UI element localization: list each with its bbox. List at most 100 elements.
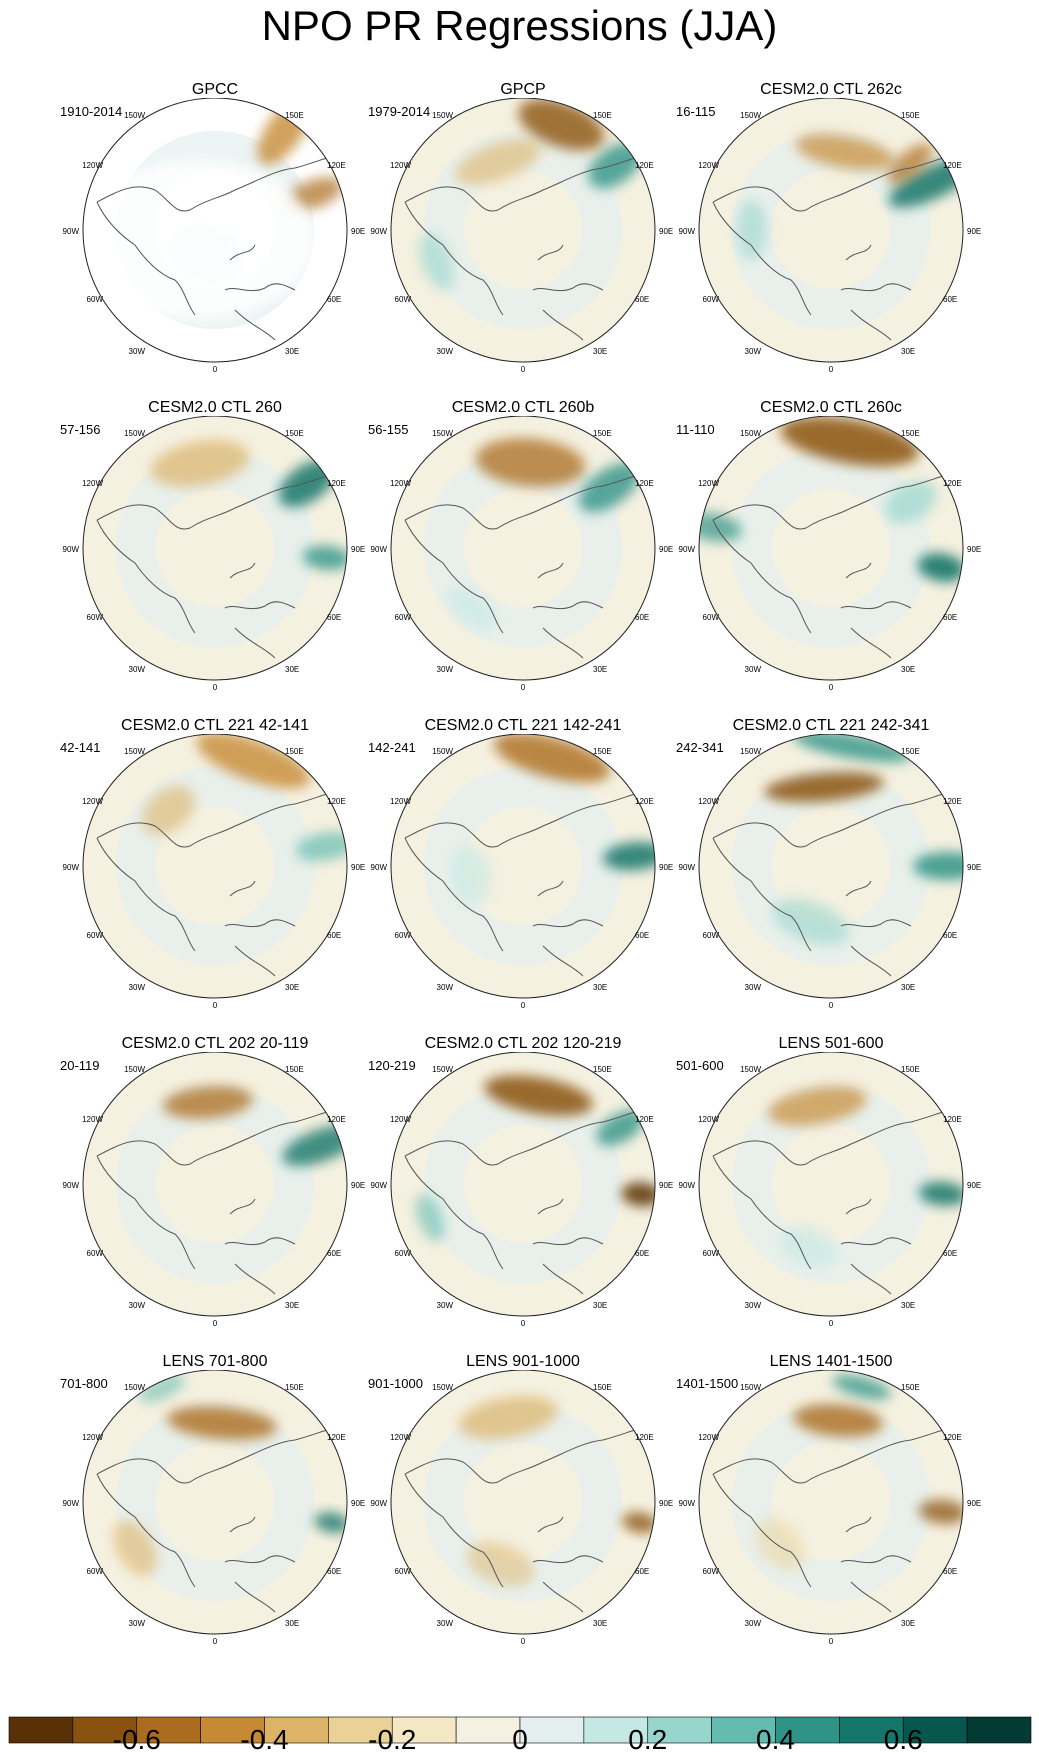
longitude-label: 60W	[395, 295, 412, 304]
colorbar-swatch	[966, 1716, 1032, 1744]
map-boundary	[390, 1370, 656, 1635]
period-label: 142-241	[368, 740, 416, 755]
longitude-label: 0	[213, 1637, 218, 1646]
longitude-label: 30W	[437, 665, 454, 674]
map-boundary	[82, 416, 348, 681]
coastline	[712, 1429, 944, 1613]
longitude-label: 120W	[82, 161, 103, 170]
longitude-label: 0	[829, 1319, 834, 1328]
longitude-label: 60E	[635, 931, 649, 940]
map-panel: GPCC1800150W150E120W120E90W90E60W60E30W3…	[60, 80, 370, 380]
regression-anomaly	[167, 1406, 277, 1440]
panel-title: CESM2.0 CTL 221 242-341	[732, 717, 930, 734]
map-boundary	[390, 734, 656, 999]
longitude-label: 120W	[82, 479, 103, 488]
longitude-label: 60W	[87, 1567, 104, 1576]
longitude-label: 30W	[129, 1619, 146, 1628]
colorbar-tick-label: 0.6	[883, 1724, 923, 1755]
period-label: 242-341	[676, 740, 724, 755]
regression-anomaly	[163, 1086, 253, 1119]
panel-title: CESM2.0 CTL 260c	[760, 399, 902, 416]
longitude-label: 90E	[659, 1181, 673, 1190]
longitude-label: 150E	[593, 1383, 612, 1392]
colorbar-tick-label: 0	[512, 1724, 528, 1755]
longitude-label: 90E	[659, 863, 673, 872]
polar-map: 1800150W150E120W120E90W90E60W60E30W30E	[371, 1052, 673, 1328]
longitude-label: 30E	[901, 665, 915, 674]
longitude-label: 120E	[327, 161, 346, 170]
longitude-label: 90E	[967, 863, 981, 872]
longitude-label: 60W	[703, 1567, 720, 1576]
longitude-label: 90E	[351, 1499, 365, 1508]
map-panel: GPCP1800150W150E120W120E90W90E60W60E30W3…	[368, 80, 678, 380]
longitude-label: 120W	[390, 479, 411, 488]
longitude-label: 120W	[390, 1115, 411, 1124]
figure-title: NPO PR Regressions (JJA)	[261, 2, 778, 49]
colorbar-tick-label: -0.4	[240, 1724, 289, 1755]
longitude-label: 30E	[901, 983, 915, 992]
regression-anomaly	[475, 438, 586, 487]
longitude-label: 150E	[285, 1383, 304, 1392]
longitude-label: 90W	[63, 1181, 80, 1190]
colorbar-swatch	[839, 1716, 904, 1744]
map-boundary	[82, 1370, 348, 1635]
regression-anomaly	[795, 134, 895, 170]
longitude-label: 30W	[129, 665, 146, 674]
longitude-label: 120W	[390, 161, 411, 170]
longitude-label: 90W	[63, 863, 80, 872]
longitude-label: 120W	[698, 1433, 719, 1442]
longitude-label: 90W	[679, 545, 696, 554]
map-panel: CESM2.0 CTL 260c1800150W150E120W120E90W9…	[676, 398, 986, 698]
coastline	[96, 1111, 328, 1295]
polar-map: 1800150W150E120W120E90W90E60W60E30W30E	[63, 734, 365, 1010]
longitude-label: 150W	[124, 1383, 145, 1392]
longitude-label: 150E	[285, 429, 304, 438]
longitude-label: 150E	[901, 747, 920, 756]
longitude-label: 90W	[371, 863, 388, 872]
longitude-label: 90E	[351, 545, 365, 554]
period-label: 16-115	[676, 104, 716, 119]
longitude-label: 90W	[371, 1181, 388, 1190]
longitude-label: 150E	[285, 1065, 304, 1074]
longitude-label: 120E	[327, 797, 346, 806]
longitude-label: 60W	[395, 931, 412, 940]
longitude-label: 150W	[432, 429, 453, 438]
polar-map: 1800150W150E120W120E90W90E60W60E30W30E	[679, 98, 981, 374]
coastline	[96, 1429, 328, 1613]
longitude-label: 150E	[593, 111, 612, 120]
polar-map: 1800150W150E120W120E90W90E60W60E30W30E	[63, 1370, 365, 1646]
regression-anomaly	[113, 1520, 157, 1576]
polar-map: 1800150W150E120W120E90W90E60W60E30W30E	[679, 416, 981, 692]
longitude-label: 30E	[901, 347, 915, 356]
longitude-label: 60E	[635, 613, 649, 622]
map-boundary	[390, 416, 656, 681]
regression-anomaly	[793, 1404, 883, 1437]
longitude-label: 60E	[635, 1567, 649, 1576]
longitude-label: 30E	[901, 1619, 915, 1628]
longitude-label: 150E	[285, 747, 304, 756]
longitude-label: 0	[521, 1319, 526, 1328]
longitude-label: 150W	[124, 111, 145, 120]
colorbar-swatch	[519, 1716, 585, 1744]
longitude-label: 0	[521, 1637, 526, 1646]
longitude-label: 90W	[371, 1499, 388, 1508]
longitude-label: 120E	[327, 1433, 346, 1442]
polar-map: 1800150W150E120W120E90W90E60W60E30W30E	[371, 416, 673, 692]
regression-anomaly	[621, 1182, 655, 1207]
longitude-label: 150E	[901, 1065, 920, 1074]
longitude-label: 0	[213, 365, 218, 374]
polar-map: 1800150W150E120W120E90W90E60W60E30W30E	[679, 1052, 981, 1328]
colorbar-tick-label: -0.2	[368, 1724, 417, 1755]
longitude-label: 120E	[943, 479, 962, 488]
regression-anomaly	[913, 852, 963, 880]
missing-data-area	[83, 160, 315, 320]
longitude-label: 60E	[327, 1249, 341, 1258]
map-boundary	[82, 98, 348, 363]
longitude-label: 60E	[943, 613, 957, 622]
regression-anomaly	[885, 480, 937, 523]
longitude-label: 30W	[437, 1619, 454, 1628]
longitude-label: 90W	[63, 545, 80, 554]
period-label: 120-219	[368, 1058, 416, 1073]
longitude-label: 120E	[943, 161, 962, 170]
panel-title: CESM2.0 CTL 260	[148, 399, 282, 416]
